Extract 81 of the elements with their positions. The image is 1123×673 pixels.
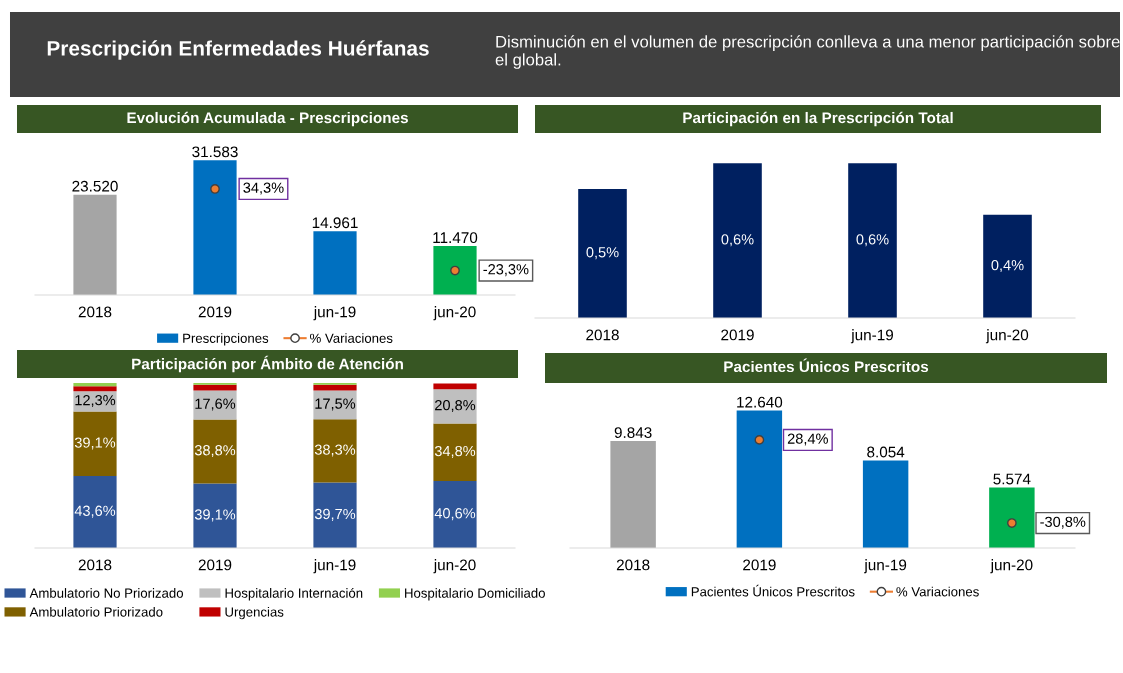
data-label: 39,1% xyxy=(194,509,236,522)
x-tick-label: 2018 xyxy=(586,329,619,341)
x-tick-label: 2018 xyxy=(78,306,112,318)
bar xyxy=(433,383,477,390)
text: Prescripción Enfermedades Huérfanas xyxy=(47,40,429,60)
x-tick-label: 2019 xyxy=(198,559,232,571)
bar xyxy=(193,483,237,548)
legend-label: % Variaciones xyxy=(310,333,393,343)
x-tick-label: jun-19 xyxy=(313,559,356,574)
bar xyxy=(313,482,357,548)
bar xyxy=(736,410,783,548)
bar xyxy=(862,460,909,548)
bar xyxy=(433,481,477,548)
data-label: -30,8% xyxy=(1040,516,1086,529)
bar xyxy=(433,389,477,424)
bar xyxy=(73,383,117,387)
x-tick-label: 2018 xyxy=(616,559,650,571)
data-label: 5.574 xyxy=(993,473,1031,485)
x-tick-label: jun-19 xyxy=(864,559,907,574)
bar xyxy=(313,390,357,420)
data-label: 34,8% xyxy=(434,445,476,458)
x-tick-label: jun-19 xyxy=(313,306,356,321)
legend-label: Hospitalario Internación xyxy=(225,587,363,601)
bar xyxy=(433,246,477,295)
data-label: 14.961 xyxy=(312,217,358,229)
data-label: 23.520 xyxy=(72,180,118,192)
bar xyxy=(193,419,237,484)
bar xyxy=(73,476,117,548)
text: Disminución en el volumen de prescripción conlleva a una menor participación sobre el global. xyxy=(495,35,1120,69)
bar xyxy=(193,160,237,295)
x-tick-label: 2018 xyxy=(78,559,112,571)
bar xyxy=(610,441,656,548)
x-tick-label: 2019 xyxy=(198,306,232,318)
data-label: 8.054 xyxy=(867,446,905,458)
data-label: 0,6% xyxy=(721,234,754,247)
chart-title: Participación en la Prescripción Total xyxy=(683,111,953,127)
data-label: 9.843 xyxy=(614,427,652,438)
data-label: 0,6% xyxy=(856,234,889,247)
legend-label: % Variaciones xyxy=(896,586,979,597)
data-label: 43,6% xyxy=(74,505,116,518)
bar xyxy=(433,423,477,482)
data-label: 28,4% xyxy=(787,433,828,446)
chart-title: Participación por Ámbito de Atención xyxy=(132,355,403,373)
bar xyxy=(73,386,117,392)
data-label: 12.640 xyxy=(737,396,783,408)
data-label: 17,6% xyxy=(195,398,236,411)
data-label: 38,8% xyxy=(194,445,236,458)
bar xyxy=(313,419,357,483)
data-label: 17,5% xyxy=(315,398,356,411)
bar xyxy=(73,194,117,295)
bar xyxy=(73,411,117,477)
bar xyxy=(313,231,357,295)
data-label: 34,3% xyxy=(243,182,284,195)
data-label: 31.583 xyxy=(192,146,238,158)
x-tick-label: 2019 xyxy=(721,329,754,341)
legend-label: Prescripciones xyxy=(183,333,269,346)
data-label: 39,7% xyxy=(314,508,356,521)
x-tick-label: jun-20 xyxy=(433,559,476,574)
legend-label: Hospitalario Domiciliado xyxy=(405,588,545,601)
data-label: 0,5% xyxy=(586,247,619,260)
bar xyxy=(193,390,237,420)
chart-title: Pacientes Únicos Prescritos xyxy=(724,358,929,373)
legend-label: Ambulatorio No Priorizado xyxy=(29,588,184,598)
bar xyxy=(989,487,1035,548)
data-label: 38,3% xyxy=(314,444,356,457)
legend-label: Ambulatorio Priorizado xyxy=(29,606,163,617)
data-label: 0,4% xyxy=(991,259,1024,273)
x-tick-label: jun-20 xyxy=(433,306,476,321)
x-tick-label: jun-20 xyxy=(990,559,1033,574)
x-tick-label: jun-19 xyxy=(850,329,894,344)
chart-title: Evolución Acumulada - Prescripciones xyxy=(127,111,408,127)
x-tick-label: jun-20 xyxy=(985,329,1029,344)
data-label: 40,6% xyxy=(434,508,476,521)
data-label: 12,3% xyxy=(75,394,116,408)
data-label: 39,1% xyxy=(74,437,116,450)
data-label: 20,8% xyxy=(435,400,476,413)
legend-label: Pacientes Únicos Prescritos xyxy=(691,584,855,597)
legend-label: Urgencias xyxy=(225,606,284,620)
data-label: -23,3% xyxy=(483,264,529,277)
x-tick-label: 2019 xyxy=(743,559,776,571)
data-label: 11.470 xyxy=(433,232,478,244)
